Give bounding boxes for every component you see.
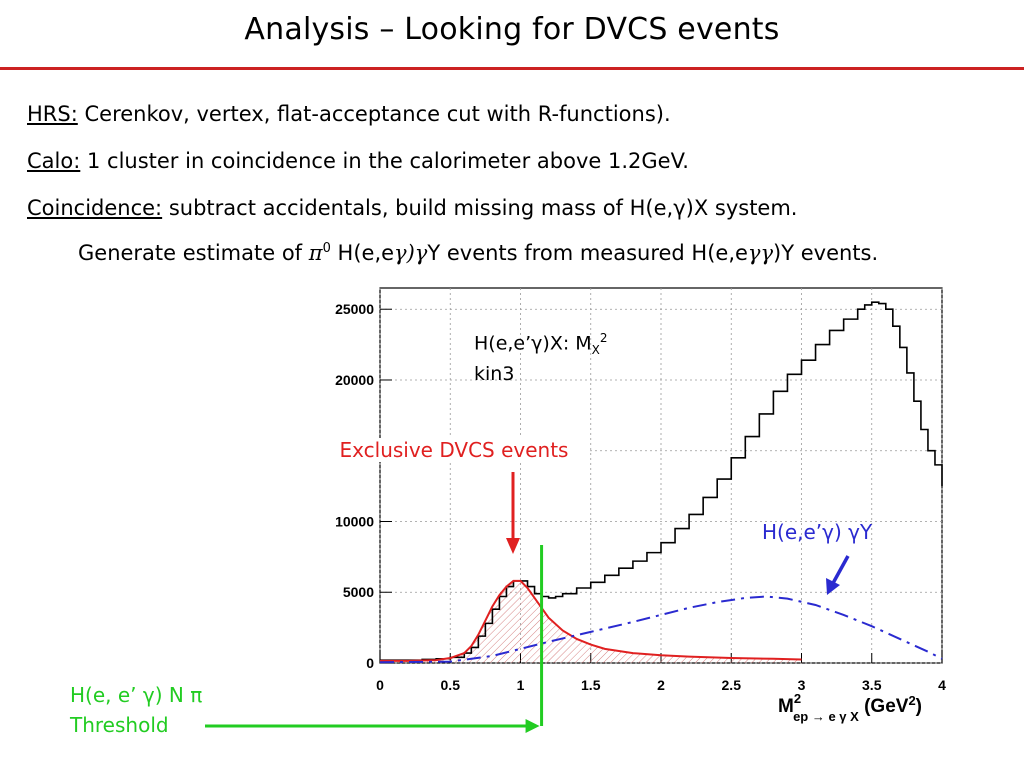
- x-tick-label: 4: [938, 677, 946, 693]
- pi0-arrow-shaft: [830, 555, 850, 586]
- bullet-coincidence: Coincidence: subtract accidentals, build…: [27, 196, 797, 220]
- x-tick-label: 3.5: [862, 677, 882, 693]
- x-tick-label: 3: [798, 677, 806, 693]
- pi-symbol: π: [308, 241, 323, 265]
- plot-label: H(e,e’γ)X: MX2 kin3: [474, 326, 608, 386]
- sub-text-a: Generate estimate of: [78, 241, 309, 265]
- bullet-text: 1 cluster in coincidence in the calorime…: [86, 149, 689, 173]
- bullet-calo: Calo: 1 cluster in coincidence in the ca…: [27, 149, 689, 173]
- x-tick-label: 2: [657, 677, 665, 693]
- x-axis-label: M2 ep → e γ X (GeV2): [778, 691, 922, 724]
- pi0-arrow-head: [826, 578, 840, 595]
- gamma-symbol: γγ: [747, 241, 774, 265]
- pi0-label: H(e,e’γ) γY: [762, 520, 872, 544]
- threshold-label: H(e, e’ γ) N π Threshold: [70, 680, 202, 740]
- series-pi0-estimate: [379, 595, 943, 664]
- plot-label-subscript: X: [591, 343, 600, 358]
- x-tick-label: 2.5: [722, 677, 742, 693]
- y-tick-label: 5000: [343, 584, 374, 600]
- threshold-line2: Threshold: [70, 713, 169, 737]
- x-tick-label: 0: [376, 677, 384, 693]
- dvcs-arrow-head: [506, 538, 520, 554]
- annotation-overlay: [205, 472, 850, 733]
- y-tick-label: 20000: [335, 372, 374, 388]
- series-total-missing-mass: [380, 301, 943, 661]
- x-tick-label: 0.5: [441, 677, 461, 693]
- bullet-label: HRS:: [27, 102, 78, 126]
- dvcs-hatched-area: [380, 580, 802, 663]
- plot-label-line2: kin3: [474, 363, 515, 386]
- sub-line: Generate estimate of π0 H(e,eγ)γY events…: [78, 241, 878, 265]
- bullet-hrs: HRS: Cerenkov, vertex, flat-acceptance c…: [27, 102, 671, 126]
- pi0-label-text: H(e,e’γ) γY: [762, 520, 873, 544]
- bullet-label: Coincidence:: [27, 196, 163, 220]
- sub-text-c: Y events from measured H(e,e: [427, 241, 748, 265]
- pi-superscript: 0: [322, 241, 331, 256]
- bullet-text: subtract accidentals, build missing mass…: [168, 196, 798, 220]
- exclusive-dvcs-label: Exclusive DVCS events: [318, 438, 590, 462]
- y-tick-label: 25000: [335, 301, 374, 317]
- series-group: [379, 301, 943, 664]
- series-exclusive-dvcs: [380, 579, 802, 662]
- bullet-text: Cerenkov, vertex, flat-acceptance cut wi…: [84, 102, 671, 126]
- threshold-arrow-head: [525, 719, 540, 733]
- exclusive-dvcs-text: Exclusive DVCS events: [339, 438, 569, 462]
- threshold-line1: H(e, e’ γ) N π: [70, 683, 203, 707]
- y-tick-label: 0: [366, 655, 374, 671]
- x-tick-label: 1: [517, 677, 525, 693]
- title-divider: [0, 67, 1024, 70]
- bullet-label: Calo:: [27, 149, 81, 173]
- x-tick-label: 1.5: [581, 677, 601, 693]
- y-tick-label: 10000: [335, 513, 374, 529]
- sub-text-b: H(e,e: [330, 241, 395, 265]
- sub-text-d: )Y events.: [773, 241, 879, 265]
- plot-label-line1: H(e,e’γ)X: M: [474, 332, 592, 355]
- slide-title: Analysis – Looking for DVCS events: [244, 12, 780, 47]
- gamma-symbol: γ)γ: [394, 241, 428, 265]
- plot-label-superscript: 2: [599, 331, 608, 345]
